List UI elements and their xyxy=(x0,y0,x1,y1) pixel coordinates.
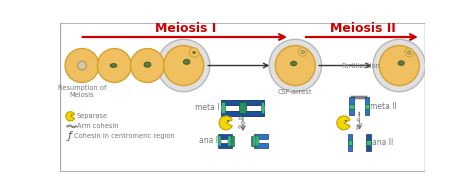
Text: Fertilization: Fertilization xyxy=(341,63,381,69)
Circle shape xyxy=(72,114,73,115)
Bar xyxy=(218,135,220,146)
Ellipse shape xyxy=(193,52,195,53)
Text: Separase: Separase xyxy=(77,113,108,119)
Bar xyxy=(254,143,267,148)
Wedge shape xyxy=(337,116,350,130)
Bar xyxy=(221,102,225,113)
Bar xyxy=(219,143,232,148)
Ellipse shape xyxy=(239,117,243,119)
Text: meta II: meta II xyxy=(370,102,397,111)
Circle shape xyxy=(301,50,305,54)
Bar xyxy=(347,140,352,145)
Circle shape xyxy=(373,39,425,92)
Circle shape xyxy=(345,120,346,121)
Text: Meiosis I: Meiosis I xyxy=(155,22,216,35)
Bar xyxy=(251,135,257,146)
Bar xyxy=(219,134,232,139)
Bar xyxy=(352,96,367,99)
Text: ana I: ana I xyxy=(199,136,219,146)
Wedge shape xyxy=(219,116,232,130)
Text: Meiosis II: Meiosis II xyxy=(330,22,396,35)
Bar xyxy=(261,102,264,113)
Circle shape xyxy=(157,39,210,92)
Circle shape xyxy=(299,47,307,56)
Bar xyxy=(253,135,256,146)
Bar xyxy=(365,97,369,105)
Bar xyxy=(239,102,246,113)
Bar xyxy=(365,108,369,115)
Bar xyxy=(229,135,235,146)
Circle shape xyxy=(405,48,414,57)
Text: ƒ: ƒ xyxy=(67,131,71,141)
Text: Resumption of
Meiosis: Resumption of Meiosis xyxy=(58,85,106,98)
Ellipse shape xyxy=(356,127,359,130)
Ellipse shape xyxy=(144,62,151,67)
Bar xyxy=(221,100,264,105)
Ellipse shape xyxy=(359,123,362,125)
Circle shape xyxy=(189,48,199,57)
Bar xyxy=(256,135,259,146)
Circle shape xyxy=(379,46,419,85)
Ellipse shape xyxy=(241,122,245,124)
Circle shape xyxy=(78,61,86,70)
Circle shape xyxy=(97,49,131,82)
Text: meta I: meta I xyxy=(195,103,220,112)
Circle shape xyxy=(408,51,411,54)
Text: CSF-arrest: CSF-arrest xyxy=(278,89,312,95)
Ellipse shape xyxy=(238,125,242,128)
Ellipse shape xyxy=(291,61,297,66)
Ellipse shape xyxy=(183,59,190,64)
Circle shape xyxy=(164,46,204,85)
Bar xyxy=(366,134,371,151)
Circle shape xyxy=(228,120,229,121)
Ellipse shape xyxy=(398,61,404,65)
Ellipse shape xyxy=(110,64,117,67)
Bar xyxy=(349,104,354,109)
Ellipse shape xyxy=(357,119,360,121)
Circle shape xyxy=(130,49,164,82)
Bar xyxy=(347,134,352,151)
Bar xyxy=(228,135,231,146)
Circle shape xyxy=(275,46,315,85)
Circle shape xyxy=(269,39,321,92)
Wedge shape xyxy=(66,112,74,121)
Bar xyxy=(254,134,267,139)
Text: Cohesin in centromeric region: Cohesin in centromeric region xyxy=(73,133,174,139)
Bar xyxy=(349,97,354,105)
Bar xyxy=(349,108,354,115)
Bar xyxy=(365,104,369,109)
Circle shape xyxy=(65,49,99,82)
Text: Arm cohesin: Arm cohesin xyxy=(77,123,119,129)
Bar xyxy=(221,111,264,116)
Text: ana II: ana II xyxy=(372,138,393,147)
FancyBboxPatch shape xyxy=(61,23,425,172)
Bar xyxy=(366,140,371,145)
